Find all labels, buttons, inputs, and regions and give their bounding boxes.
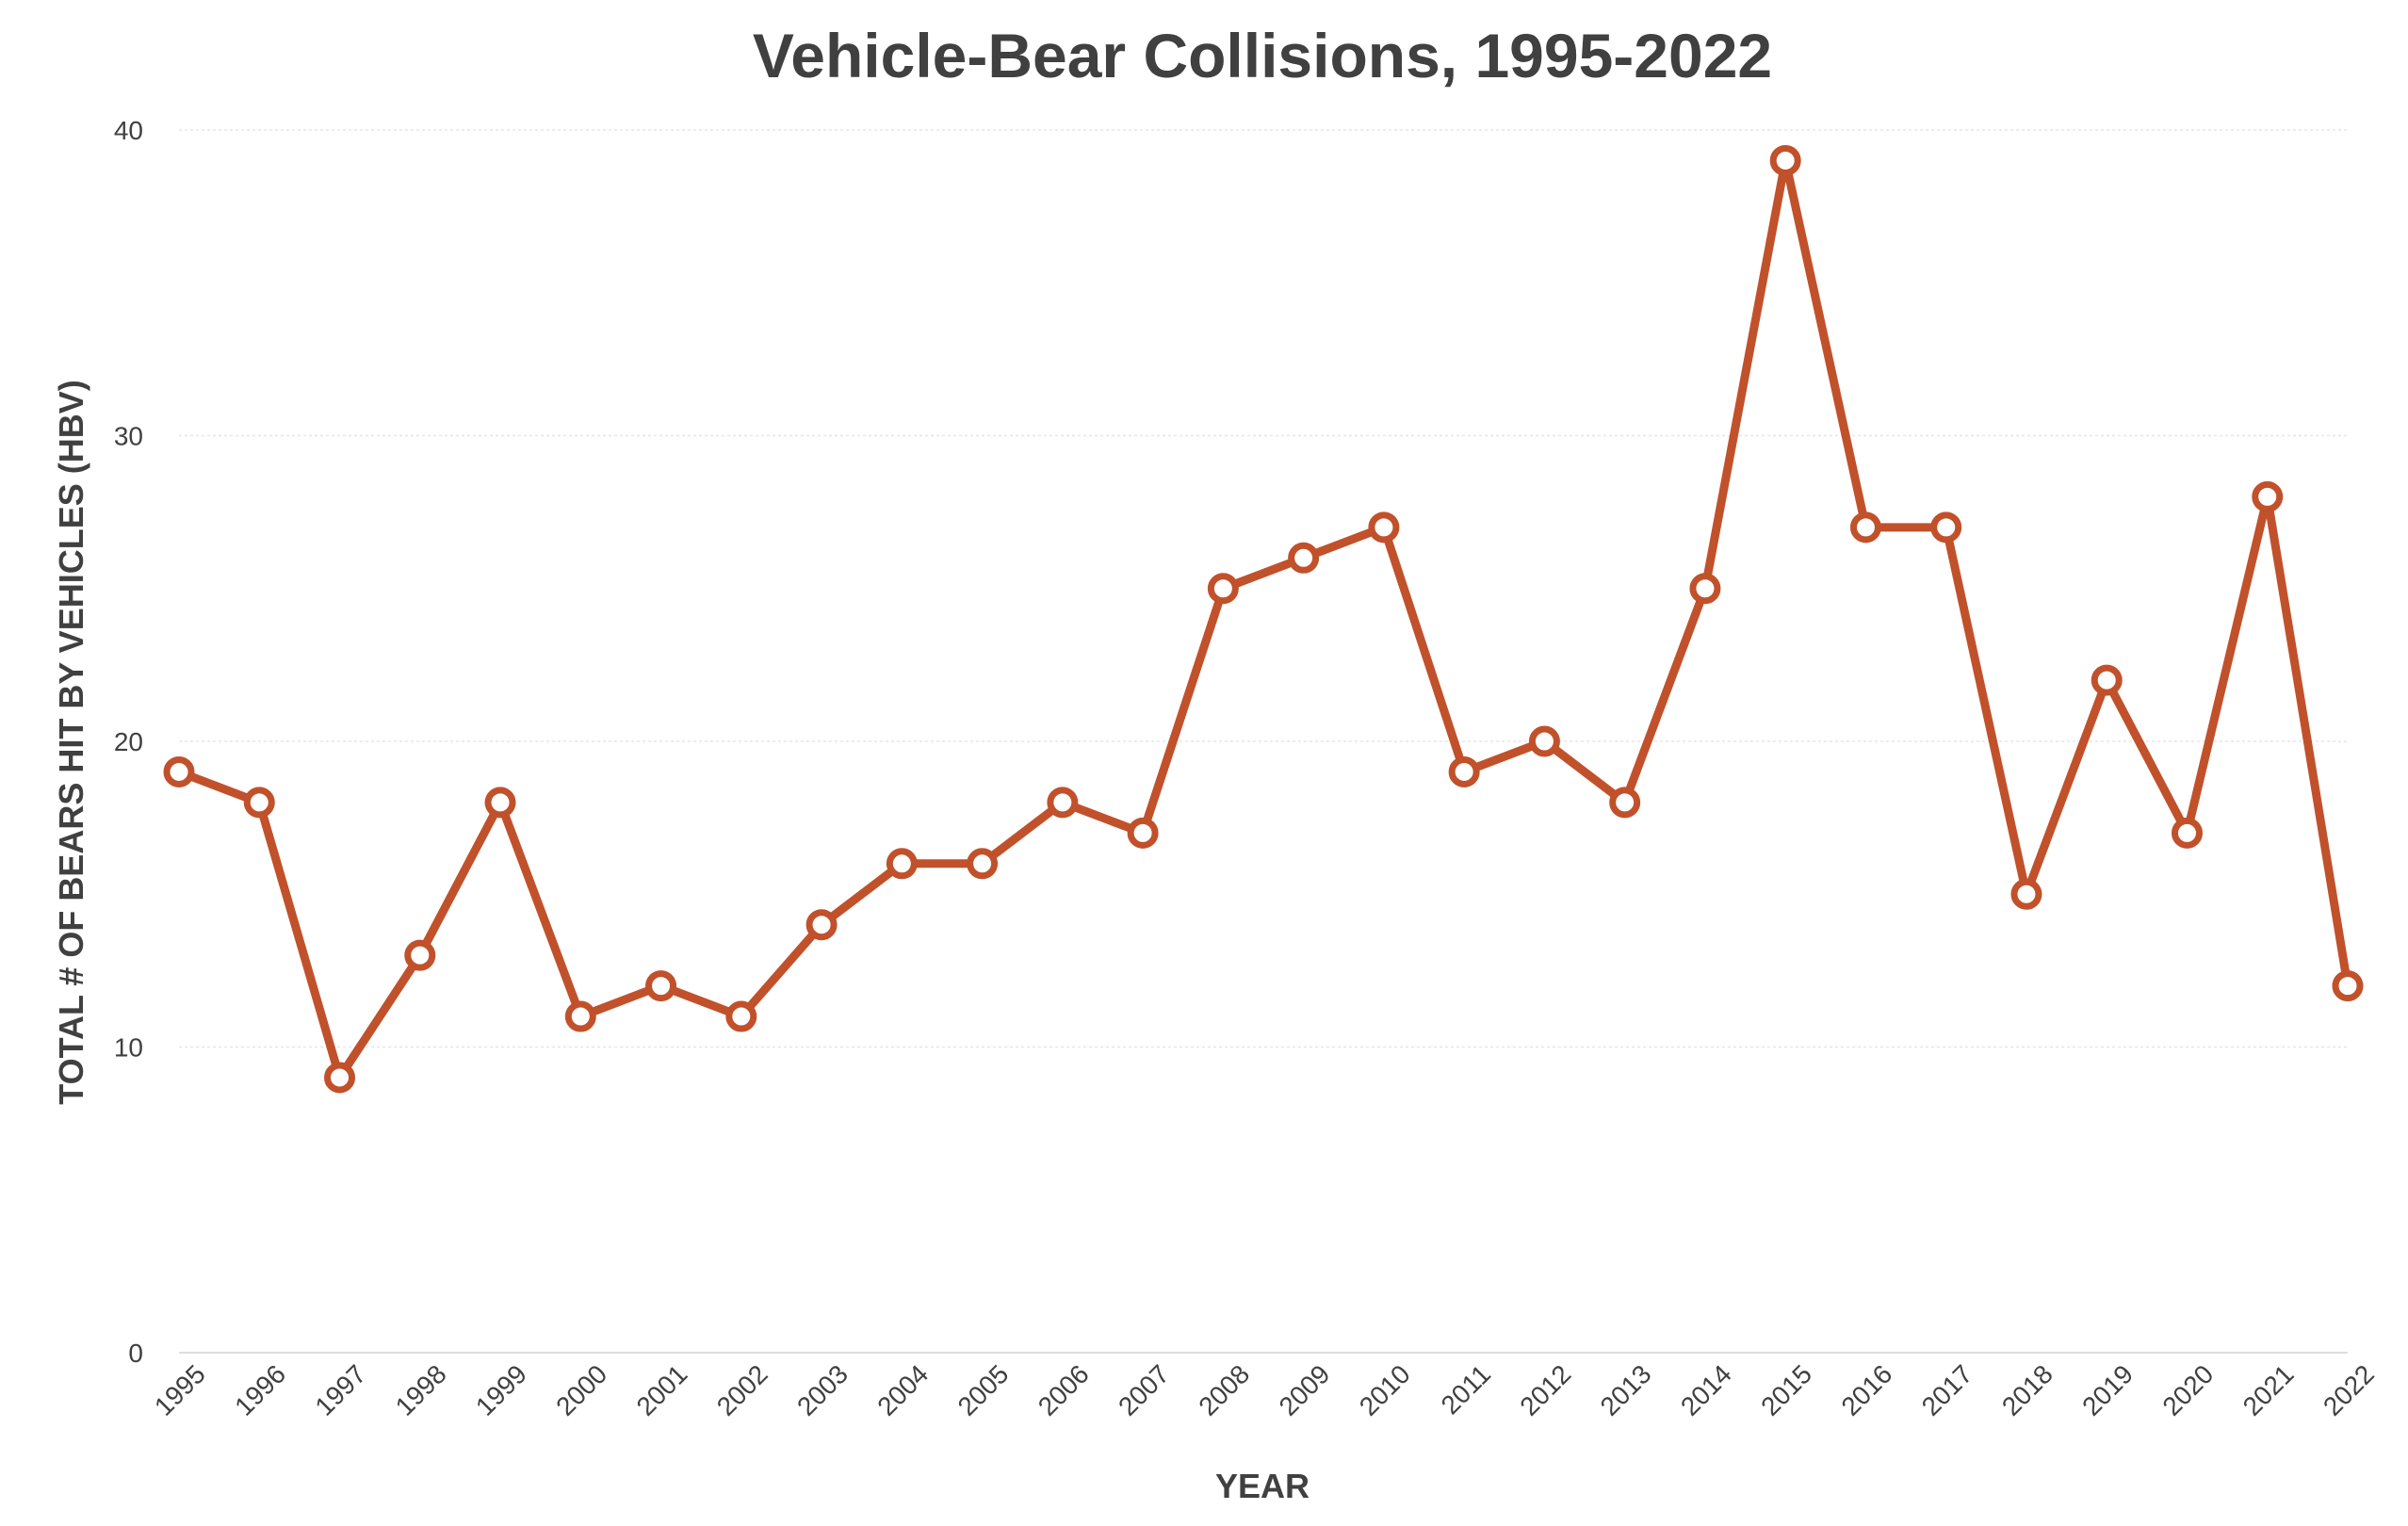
data-point[interactable] xyxy=(2252,480,2284,512)
data-point[interactable] xyxy=(805,909,838,941)
data-point[interactable] xyxy=(886,848,918,880)
x-tick-label: 2013 xyxy=(1595,1359,1657,1421)
x-tick-label: 1995 xyxy=(149,1359,211,1421)
data-point[interactable] xyxy=(1609,787,1641,819)
data-point[interactable] xyxy=(2010,878,2042,910)
data-point[interactable] xyxy=(1368,511,1400,544)
data-point[interactable] xyxy=(2171,817,2203,849)
x-tick-label: 2016 xyxy=(1835,1359,1897,1421)
y-tick-label: 40 xyxy=(114,116,143,145)
data-point[interactable] xyxy=(564,1000,596,1032)
x-tick-label: 2015 xyxy=(1755,1359,1817,1421)
data-point[interactable] xyxy=(404,939,436,971)
data-point[interactable] xyxy=(1288,542,1320,574)
data-point[interactable] xyxy=(1849,511,1881,544)
x-tick-label: 1996 xyxy=(229,1359,291,1421)
data-point[interactable] xyxy=(243,787,275,819)
x-tick-label: 2003 xyxy=(791,1359,854,1421)
x-tick-label: 2020 xyxy=(2156,1359,2219,1421)
data-point[interactable] xyxy=(1127,817,1159,849)
x-tick-label: 2009 xyxy=(1274,1359,1336,1421)
x-axis-title: YEAR xyxy=(1215,1467,1310,1505)
y-axis-title: TOTAL # OF BEARS HIT BY VEHICLES (HBV) xyxy=(52,380,90,1104)
x-tick-label: 2007 xyxy=(1113,1359,1175,1421)
data-point[interactable] xyxy=(484,787,516,819)
x-tick-label: 2018 xyxy=(1996,1359,2058,1421)
data-point[interactable] xyxy=(1528,725,1560,757)
x-tick-label: 2000 xyxy=(550,1359,612,1421)
y-tick-label: 10 xyxy=(114,1033,143,1063)
data-point[interactable] xyxy=(967,848,999,880)
data-point[interactable] xyxy=(1769,144,1801,176)
x-tick-label: 2011 xyxy=(1436,1359,1497,1420)
y-tick-label: 20 xyxy=(114,727,143,756)
x-tick-label: 2005 xyxy=(952,1359,1015,1421)
x-tick-label: 2021 xyxy=(2237,1359,2300,1421)
data-point[interactable] xyxy=(1047,787,1079,819)
y-tick-label: 0 xyxy=(128,1339,143,1368)
x-tick-label: 2014 xyxy=(1675,1359,1737,1421)
series-line xyxy=(174,155,2352,1082)
x-tick-label: 1997 xyxy=(309,1359,371,1421)
x-tick-label: 1998 xyxy=(390,1359,452,1421)
x-tick-label: 2017 xyxy=(1916,1359,1978,1421)
gridlines xyxy=(179,129,2348,1354)
x-tick-label: 1999 xyxy=(470,1359,532,1421)
data-point[interactable] xyxy=(1930,511,1962,544)
data-point[interactable] xyxy=(1207,573,1239,605)
data-point[interactable] xyxy=(1689,573,1721,605)
x-tick-label: 2001 xyxy=(631,1359,693,1421)
chart-title: Vehicle-Bear Collisions, 1995-2022 xyxy=(753,21,1772,90)
data-point[interactable] xyxy=(1448,755,1480,787)
x-tick-label: 2008 xyxy=(1193,1359,1255,1421)
x-tick-label: 2012 xyxy=(1514,1359,1576,1421)
x-tick-label: 2019 xyxy=(2076,1359,2139,1421)
y-axis-ticks: 0 10 20 30 40 xyxy=(114,116,143,1368)
x-axis-ticks: 1995 1996 1997 1998 1999 2000 2001 2002 2003 2004… xyxy=(149,1359,2380,1421)
y-tick-label: 30 xyxy=(114,422,143,451)
x-tick-label: 2004 xyxy=(871,1359,934,1421)
data-point[interactable] xyxy=(163,755,195,787)
data-point[interactable] xyxy=(725,1000,757,1032)
x-tick-label: 2010 xyxy=(1354,1359,1416,1421)
data-point[interactable] xyxy=(2332,970,2364,1002)
x-tick-label: 2006 xyxy=(1033,1359,1095,1421)
x-tick-label: 2022 xyxy=(2318,1359,2380,1421)
data-point[interactable] xyxy=(2091,664,2123,696)
data-point[interactable] xyxy=(645,970,677,1002)
data-point[interactable] xyxy=(324,1062,356,1094)
data-series xyxy=(163,144,2364,1094)
x-tick-label: 2002 xyxy=(711,1359,773,1421)
